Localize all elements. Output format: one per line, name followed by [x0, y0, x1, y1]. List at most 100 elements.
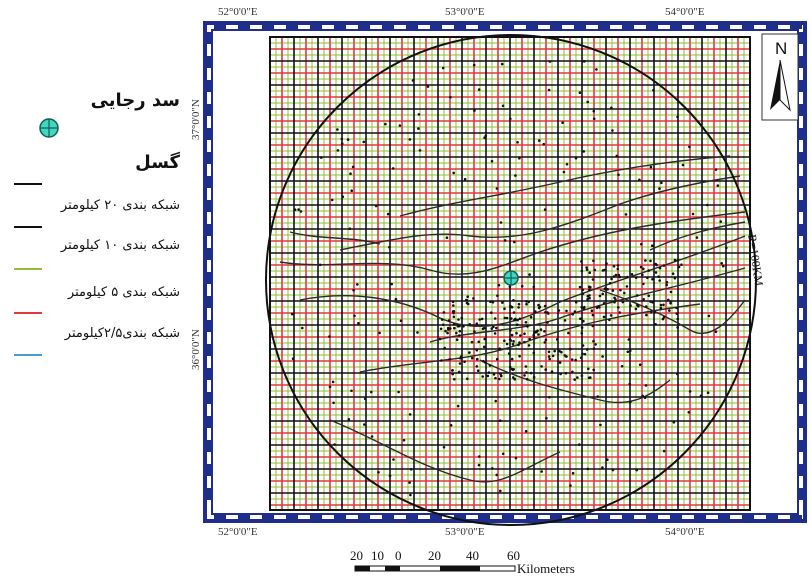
seismic-point: [451, 369, 454, 372]
seismic-point: [629, 304, 632, 307]
seismic-point: [444, 329, 447, 333]
seismic-point: [645, 313, 648, 317]
seismic-point: [526, 325, 529, 328]
seismic-point: [525, 377, 529, 381]
seismic-point: [440, 359, 443, 362]
seismic-point: [386, 212, 390, 216]
seismic-point: [388, 474, 392, 478]
frame-tick: [646, 515, 658, 519]
seismic-point: [525, 371, 528, 374]
legend-dam-icon: [39, 118, 59, 138]
seismic-point: [494, 376, 497, 380]
scale-tick-20: 20: [428, 548, 441, 563]
frame-tick: [207, 416, 211, 428]
frame-tick: [799, 104, 803, 116]
map-legend: سد رجایی گسل شبکه بندی ۲۰ کیلومتر شبکه ب…: [0, 80, 200, 360]
seismic-point: [508, 365, 512, 369]
frame-tick: [334, 515, 346, 519]
frame-tick: [358, 25, 370, 29]
seismic-point: [576, 376, 579, 379]
seismic-point: [494, 399, 498, 403]
seismic-point: [587, 285, 591, 289]
seismic-point: [585, 348, 589, 351]
seismic-point: [452, 323, 456, 326]
seismic-point: [497, 283, 501, 287]
seismic-point: [519, 334, 522, 337]
seismic-point: [601, 292, 604, 296]
seismic-point: [658, 279, 661, 282]
seismic-point: [299, 210, 303, 213]
frame-tick: [799, 248, 803, 260]
seismic-point: [550, 370, 554, 373]
seismic-point: [468, 351, 471, 354]
seismic-point: [665, 280, 669, 284]
seismic-point: [517, 302, 521, 306]
seismic-point: [459, 355, 463, 359]
seismic-point: [511, 343, 515, 346]
seismic-point: [571, 471, 575, 475]
seismic-point: [509, 305, 512, 309]
seismic-point: [409, 468, 413, 471]
seismic-point: [514, 174, 517, 177]
seismic-point: [611, 289, 615, 292]
seismic-point: [525, 300, 528, 303]
seismic-point: [650, 311, 653, 314]
seismic-point: [681, 163, 685, 167]
seismic-point: [654, 323, 657, 326]
seismic-point: [618, 311, 621, 314]
seismic-point: [609, 314, 613, 317]
seismic-point: [624, 213, 628, 216]
seismic-point: [586, 294, 590, 298]
seismic-point: [495, 326, 498, 330]
dam-marker-icon: [503, 270, 519, 286]
frame-tick: [574, 515, 586, 519]
seismic-point: [588, 296, 591, 300]
seismic-point: [442, 446, 446, 449]
seismic-point: [328, 385, 332, 389]
seismic-point: [565, 163, 569, 166]
seismic-point: [493, 317, 497, 320]
seismic-point: [352, 288, 355, 292]
seismic-point: [350, 189, 354, 192]
seismic-point: [659, 306, 663, 310]
seismic-point: [581, 60, 584, 63]
seismic-point: [586, 297, 589, 301]
frame-tick: [550, 25, 562, 29]
frame-tick: [207, 104, 211, 116]
seismic-point: [445, 236, 449, 239]
seismic-point: [582, 150, 586, 153]
seismic-point: [512, 299, 515, 302]
seismic-point: [499, 419, 502, 423]
seismic-point: [592, 347, 596, 351]
seismic-point: [346, 138, 350, 141]
seismic-point: [695, 236, 699, 239]
seismic-point: [673, 276, 677, 280]
frame-tick: [799, 392, 803, 404]
seismic-point: [499, 374, 503, 378]
frame-tick: [478, 515, 490, 519]
frame-tick: [694, 515, 706, 519]
seismic-point: [592, 368, 595, 372]
frame-tick: [502, 515, 514, 519]
seismic-point: [585, 268, 589, 272]
seismic-point: [573, 378, 576, 381]
seismic-point: [490, 311, 493, 315]
seismic-point: [331, 380, 335, 384]
seismic-point: [417, 127, 420, 130]
seismic-point: [457, 370, 461, 374]
seismic-point: [671, 272, 675, 276]
seismic-points: [290, 60, 728, 497]
seismic-point: [707, 314, 711, 318]
frame-tick: [238, 515, 250, 519]
seismic-point: [453, 326, 456, 330]
seismic-point: [636, 303, 639, 307]
seismic-point: [616, 264, 620, 267]
frame-tick: [262, 515, 274, 519]
seismic-point: [675, 372, 679, 376]
frame-tick: [286, 25, 298, 29]
seismic-point: [501, 104, 505, 108]
seismic-point: [548, 60, 552, 63]
seismic-point: [719, 220, 722, 223]
seismic-point: [532, 334, 535, 337]
seismic-point: [594, 343, 597, 346]
